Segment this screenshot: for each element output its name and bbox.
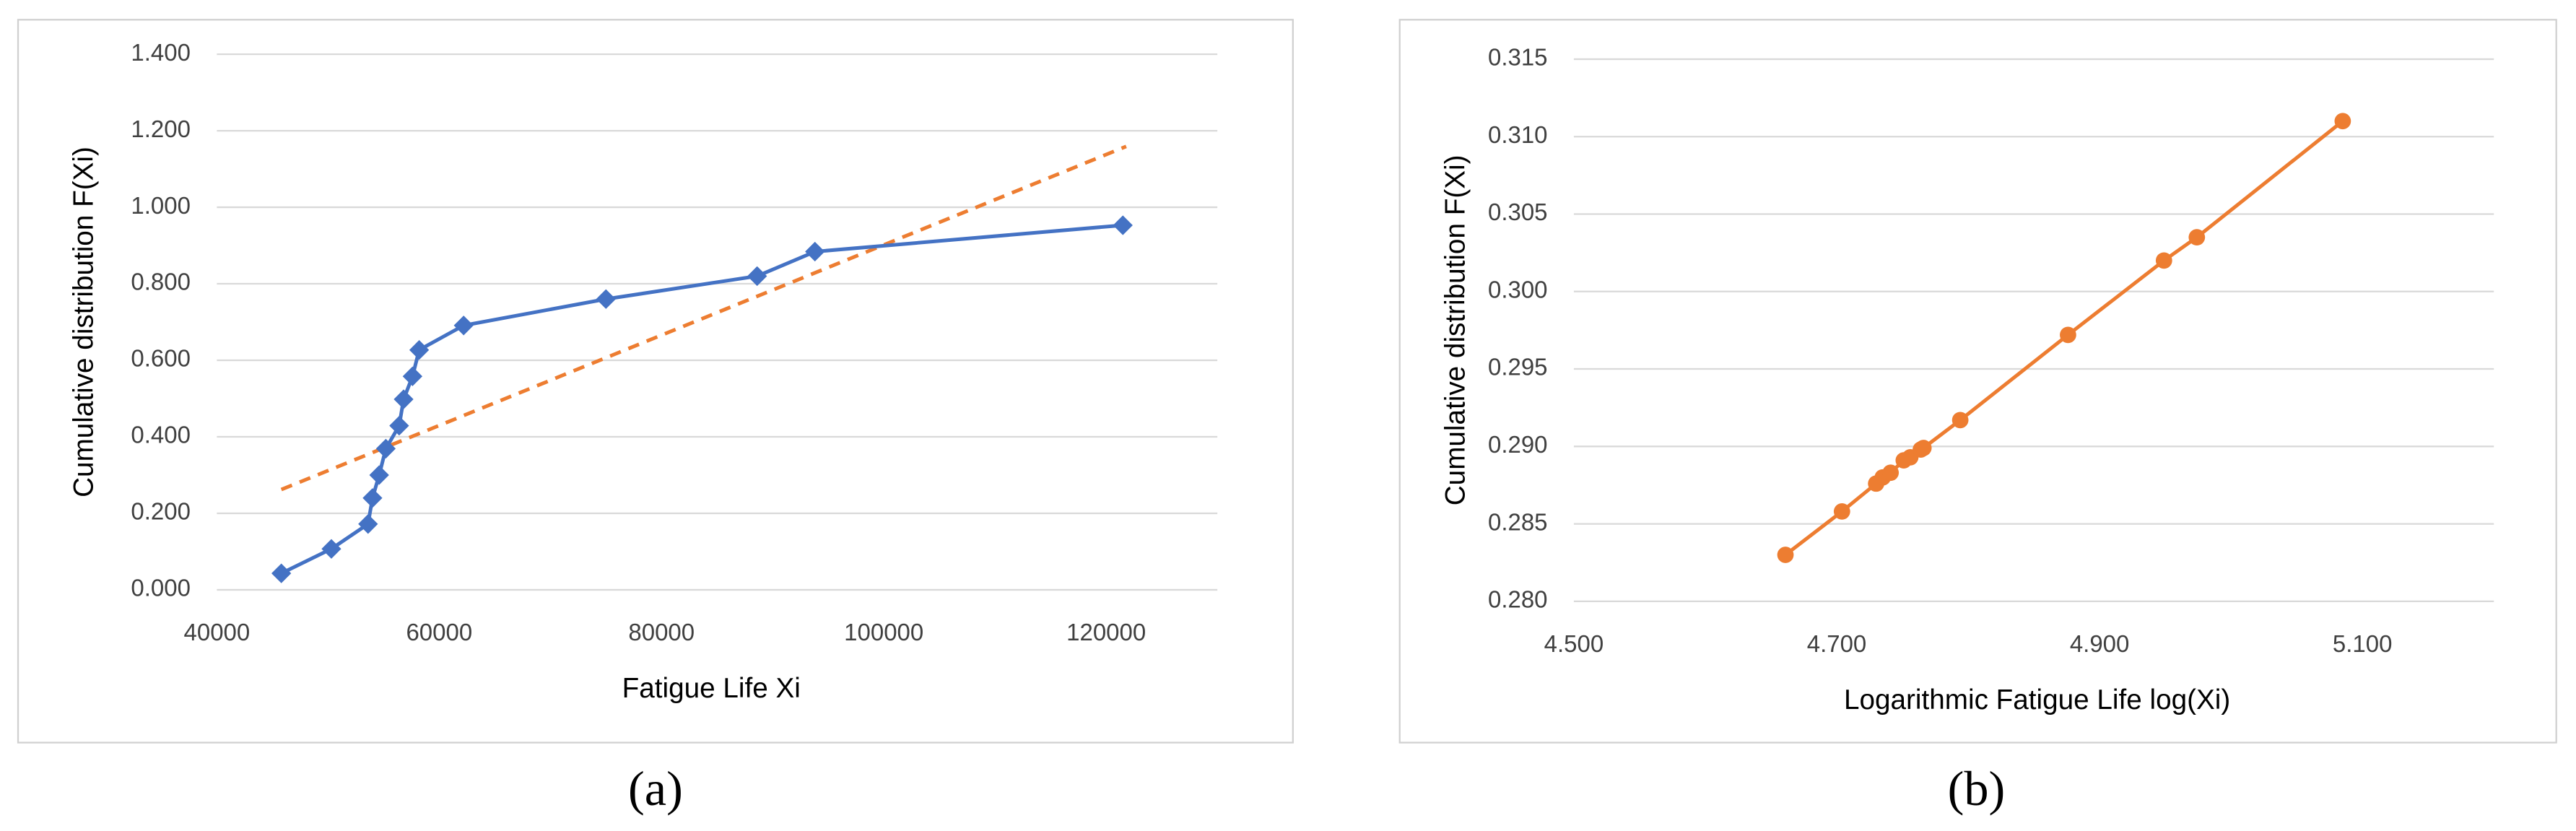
point: [362, 488, 383, 508]
x-axis-title: Logarithmic Fatigue Life log(Xi): [1844, 684, 2230, 715]
x-tick-label: 4.700: [1807, 630, 1867, 657]
x-tick-label: 80000: [628, 619, 695, 645]
x-tick-label: 4.500: [1544, 630, 1604, 657]
point: [409, 340, 430, 360]
y-tick-label: 0.000: [131, 575, 191, 601]
point: [2060, 326, 2076, 344]
y-tick-label: 1.400: [131, 39, 191, 66]
y-tick-label: 0.295: [1488, 354, 1548, 380]
point: [369, 465, 389, 485]
point: [1951, 412, 1969, 429]
point: [402, 366, 423, 386]
x-tick-label: 120000: [1066, 619, 1146, 645]
y-tick-label: 0.200: [131, 498, 191, 525]
point: [805, 241, 825, 262]
chart-frame: [17, 19, 1294, 744]
y-tick-label: 0.285: [1488, 508, 1548, 535]
point: [453, 316, 474, 336]
point: [2155, 252, 2172, 269]
point: [321, 539, 341, 559]
point: [271, 563, 292, 583]
y-axis-title: Cumulative distribution F(Xi): [1440, 155, 1471, 506]
y-tick-label: 0.315: [1488, 44, 1548, 71]
point: [1882, 464, 1900, 482]
point: [1113, 215, 1133, 235]
point: [358, 514, 378, 534]
point: [1777, 547, 1794, 563]
chart-frame: [1398, 19, 2557, 744]
y-tick-label: 0.310: [1488, 121, 1548, 148]
point: [1915, 440, 1932, 456]
x-tick-label: 5.100: [2333, 630, 2393, 657]
y-tick-label: 0.300: [1488, 276, 1548, 303]
point: [389, 415, 409, 436]
y-tick-label: 0.600: [131, 345, 191, 372]
panel-label: (b): [1948, 761, 2006, 816]
point: [596, 289, 616, 309]
y-tick-label: 0.280: [1488, 586, 1548, 613]
x-tick-label: 60000: [406, 619, 472, 645]
y-tick-label: 0.305: [1488, 199, 1548, 225]
y-tick-label: 0.800: [131, 269, 191, 295]
point: [747, 266, 767, 287]
point: [375, 438, 396, 459]
y-axis-title: Cumulative distribution F(Xi): [69, 147, 100, 497]
x-axis-title: Fatigue Life Xi: [622, 673, 801, 704]
x-tick-label: 100000: [844, 619, 923, 645]
point: [393, 389, 414, 409]
point: [2334, 113, 2351, 130]
point: [1833, 503, 1850, 520]
y-tick-label: 1.200: [131, 116, 191, 142]
y-tick-label: 0.290: [1488, 431, 1548, 458]
x-tick-label: 4.900: [2070, 630, 2130, 657]
y-tick-label: 0.400: [131, 422, 191, 448]
panel-label: (a): [628, 761, 683, 816]
trendline: [280, 144, 1127, 492]
y-tick-label: 1.000: [131, 192, 191, 219]
point: [2188, 229, 2206, 246]
x-tick-label: 40000: [184, 619, 251, 645]
